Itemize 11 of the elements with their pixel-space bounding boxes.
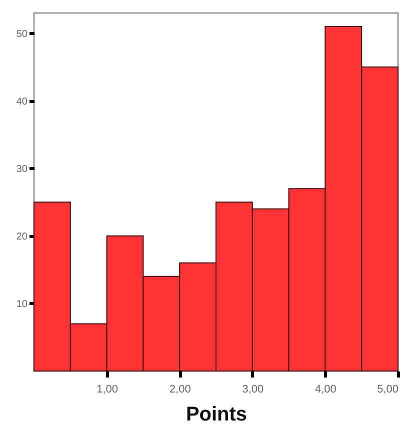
x-tick-label: 3,00 [242,384,264,396]
y-tick-label: 40 [16,96,28,108]
y-tick-label: 10 [16,298,28,310]
y-tick-label: 50 [16,28,28,40]
x-tick-label: 1,00 [96,384,118,396]
x-tick-label: 2,00 [169,384,191,396]
x-axis-title: Points [186,404,248,426]
x-tick-label: 4,00 [314,384,336,396]
x-tick-label: 5,00 [377,384,398,396]
y-tick-label: 20 [16,231,28,242]
y-tick-label: 30 [16,164,28,175]
